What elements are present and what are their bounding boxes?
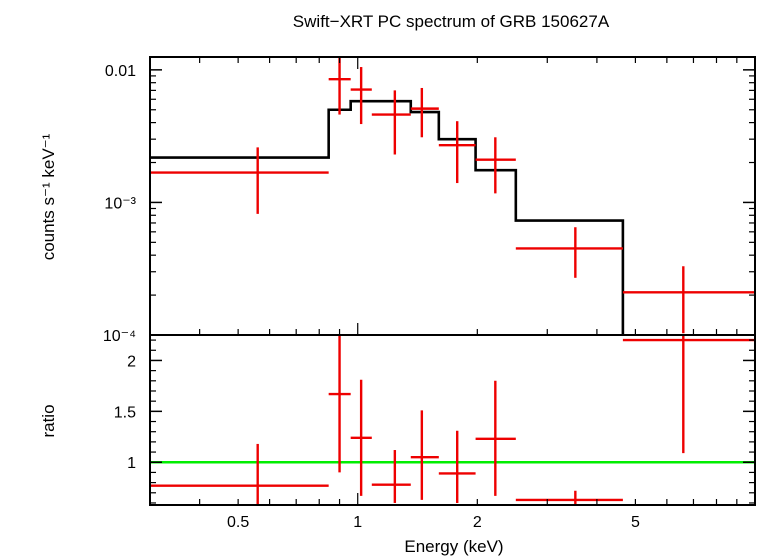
top-data-group — [150, 57, 755, 334]
bottom-y-tick-label: 1 — [127, 455, 136, 472]
bottom-x-tick-label: 1 — [353, 514, 362, 531]
spectrum-point — [350, 67, 372, 125]
ratio-point — [328, 335, 351, 473]
top-y-tick-label: 0.01 — [105, 63, 136, 80]
ratio-point — [622, 335, 755, 454]
ratio-point — [350, 379, 372, 496]
spectrum-point — [371, 90, 411, 155]
ratio-point — [475, 380, 516, 496]
ratio-point — [371, 450, 411, 503]
ratio-point — [438, 430, 476, 503]
ratio-point — [150, 443, 329, 505]
bottom-data-group — [150, 335, 755, 505]
spectrum-point — [150, 147, 329, 214]
spectrum-point — [410, 87, 439, 138]
chart-title: Swift−XRT PC spectrum of GRB 150627A — [293, 12, 610, 31]
bottom-ylabel: ratio — [39, 404, 58, 437]
bottom-x-tick-label: 0.5 — [227, 514, 249, 531]
spectrum-point — [515, 227, 623, 278]
bottom-x-tick-label: 2 — [473, 514, 482, 531]
bottom-y-tick-label: 1.5 — [114, 404, 136, 421]
bottom-xlabel: Energy (keV) — [404, 537, 503, 556]
ratio-point — [515, 490, 623, 505]
spectrum-point — [622, 266, 755, 334]
spectrum-panel: 0.01 10⁻³ 10⁻⁴ — [103, 56, 756, 345]
spectrum-point — [475, 137, 516, 194]
spectrum-point — [438, 121, 476, 184]
top-y-tick-label: 10⁻⁴ — [103, 328, 136, 345]
model-group — [150, 99, 625, 335]
ratio-point — [410, 410, 439, 500]
ratio-panel: 1 1.5 2 0.5 1 2 5 — [114, 334, 756, 531]
bottom-x-tick-label: 5 — [631, 514, 640, 531]
model-step-line — [150, 99, 625, 335]
top-y-tick-label: 10⁻³ — [104, 195, 136, 212]
top-ylabel: counts s⁻¹ keV⁻¹ — [39, 133, 58, 260]
bottom-y-tick-label: 2 — [127, 353, 136, 370]
spectrum-point — [328, 57, 351, 115]
bottom-frame — [149, 334, 756, 506]
